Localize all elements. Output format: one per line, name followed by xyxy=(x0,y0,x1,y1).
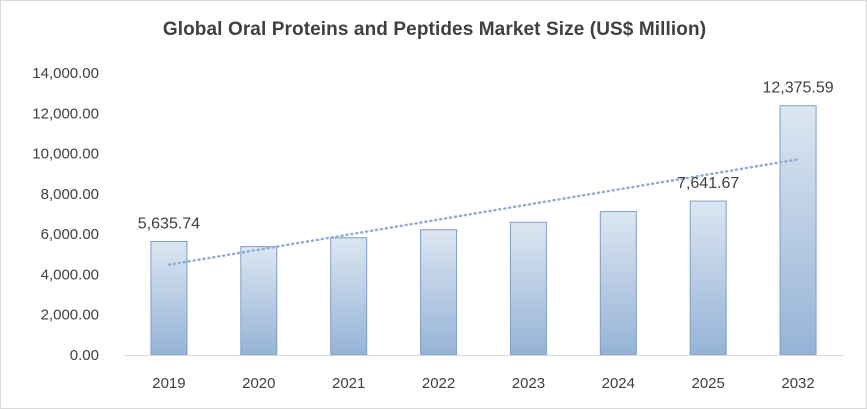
bar xyxy=(150,240,188,356)
bar xyxy=(599,211,637,356)
y-tick-label: 4,000.00 xyxy=(41,266,99,283)
data-label: 7,641.67 xyxy=(677,175,739,192)
bar xyxy=(330,237,368,356)
data-label: 12,375.59 xyxy=(762,80,833,97)
x-tick-label: 2019 xyxy=(152,375,185,392)
y-tick-label: 8,000.00 xyxy=(41,186,99,203)
trendline-line xyxy=(167,158,800,266)
x-axis: 2019 2020 2021 2022 2023 2024 2025 2032 xyxy=(124,355,843,392)
y-tick-label: 2,000.00 xyxy=(41,307,99,324)
trendline xyxy=(167,158,800,266)
data-label: 5,635.74 xyxy=(138,215,200,232)
bar xyxy=(689,200,727,356)
x-tick-label: 2023 xyxy=(512,375,545,392)
bar xyxy=(240,246,278,356)
y-tick-label: 10,000.00 xyxy=(32,146,99,163)
y-tick-label: 6,000.00 xyxy=(41,226,99,243)
bar xyxy=(420,229,458,356)
y-tick-label: 12,000.00 xyxy=(32,105,99,122)
y-tick-label: 0.00 xyxy=(70,347,99,364)
x-tick-label: 2025 xyxy=(692,375,725,392)
y-tick-label: 14,000.00 xyxy=(32,65,99,82)
bar xyxy=(509,221,547,356)
bar xyxy=(779,105,817,356)
x-tick-label: 2022 xyxy=(422,375,455,392)
y-axis: 0.00 2,000.00 4,000.00 6,000.00 8,000.00 10,0… xyxy=(32,65,99,364)
bar-series xyxy=(150,105,817,356)
x-tick-label: 2020 xyxy=(242,375,275,392)
chart-title: Global Oral Proteins and Peptides Market… xyxy=(162,19,707,40)
data-labels: 5,635.74 7,641.67 12,375.59 xyxy=(138,80,834,233)
x-tick-label: 2021 xyxy=(332,375,365,392)
x-tick-label: 2032 xyxy=(781,375,814,392)
x-tick-label: 2024 xyxy=(602,375,635,392)
